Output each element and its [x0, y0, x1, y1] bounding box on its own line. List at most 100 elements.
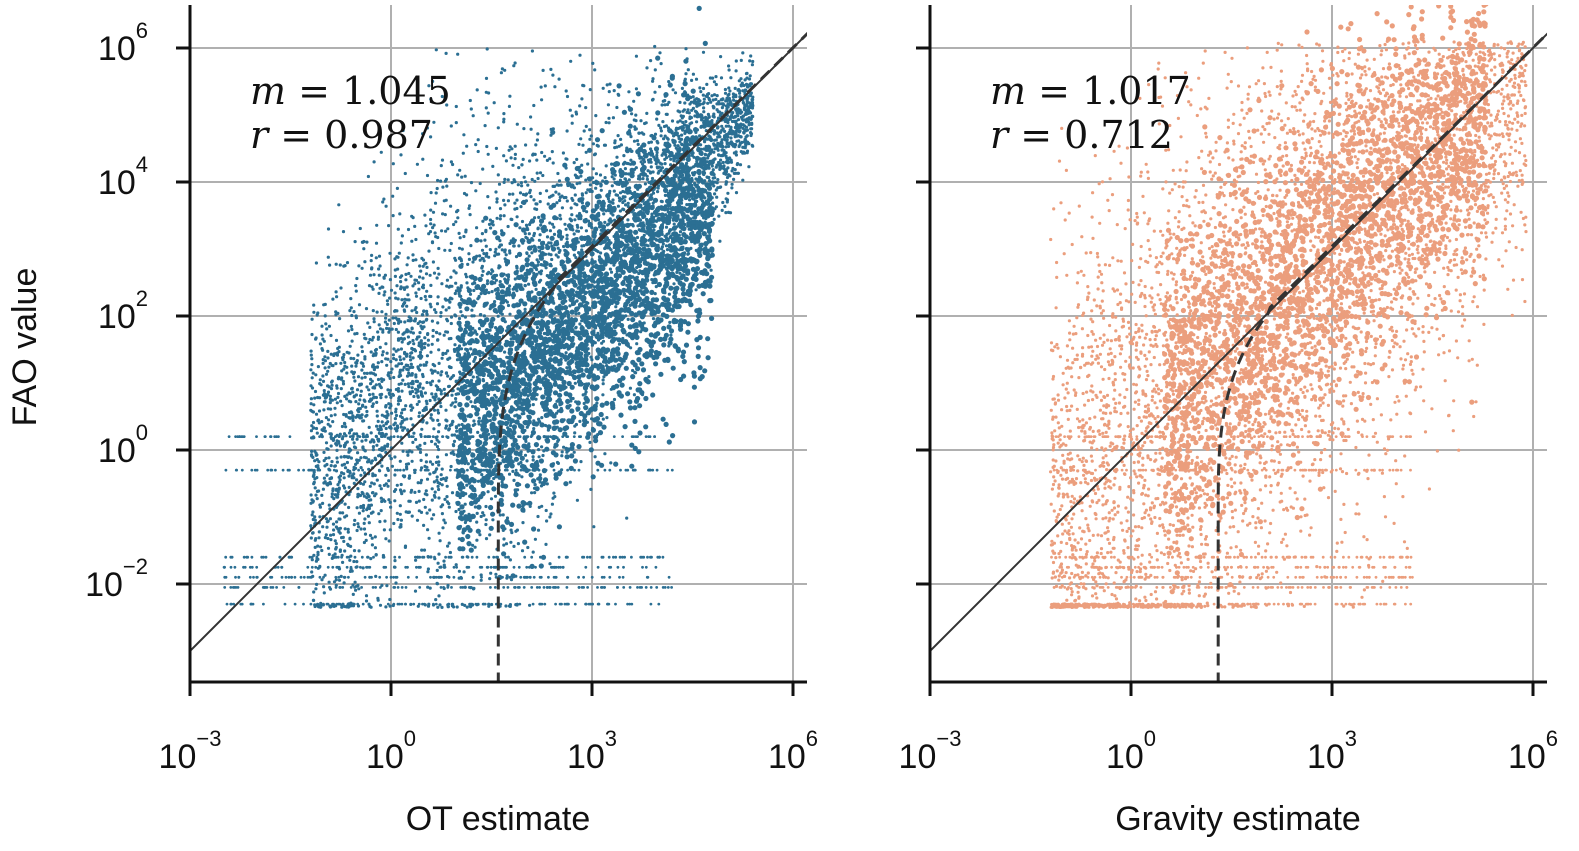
scatter-point — [747, 165, 751, 169]
scatter-point — [408, 390, 412, 394]
scatter-point — [568, 304, 572, 308]
scatter-point — [660, 200, 664, 204]
scatter-point — [312, 553, 316, 557]
scatter-point — [376, 419, 380, 423]
scatter-point — [431, 462, 435, 466]
scatter-point — [573, 424, 577, 428]
scatter-point — [538, 233, 542, 237]
scatter-point — [464, 275, 469, 279]
scatter-point — [349, 297, 353, 301]
scatter-point — [382, 424, 386, 428]
scatter-point — [694, 77, 699, 81]
scatter-point — [731, 166, 735, 171]
scatter-point — [428, 302, 432, 306]
scatter-point — [465, 144, 469, 148]
scatter-point — [325, 327, 329, 331]
scatter-point — [682, 108, 687, 112]
scatter-point — [637, 154, 641, 158]
scatter-point — [550, 502, 555, 506]
scatter-point — [436, 295, 440, 299]
scatter-point — [427, 84, 431, 88]
scatter-point — [439, 373, 443, 377]
scatter-point — [464, 272, 468, 276]
scatter-point — [749, 127, 753, 131]
scatter-point — [437, 496, 441, 500]
scatter-point — [409, 316, 413, 321]
scatter-point — [486, 279, 490, 283]
scatter-point — [365, 409, 369, 414]
scatter-point — [667, 100, 671, 104]
scatter-point — [450, 393, 454, 397]
scatter-point — [440, 158, 445, 162]
scatter-point — [729, 76, 733, 80]
scatter-point — [400, 441, 404, 445]
scatter-point — [655, 153, 659, 157]
scatter-point — [680, 86, 685, 90]
scatter-point — [444, 426, 448, 430]
scatter-point — [538, 387, 543, 391]
scatter-point — [407, 298, 411, 302]
scatter-point — [367, 284, 372, 288]
scatter-point — [454, 281, 458, 285]
scatter-point — [730, 182, 734, 186]
scatter-point — [417, 489, 421, 493]
scatter-point — [438, 603, 442, 607]
scatter-point — [350, 474, 354, 478]
scatter-point — [375, 478, 379, 482]
scatter-point — [530, 251, 534, 255]
scatter-point — [327, 456, 331, 460]
scatter-point — [418, 363, 423, 367]
scatter-point — [738, 141, 743, 145]
scatter-point — [398, 355, 402, 359]
scatter-point — [733, 114, 738, 118]
scatter-point — [453, 343, 457, 347]
scatter-point — [591, 61, 595, 65]
scatter-point — [437, 531, 441, 535]
scatter-point — [725, 107, 729, 111]
scatter-point — [676, 144, 680, 148]
scatter-point — [572, 161, 576, 165]
scatter-point — [372, 160, 376, 164]
scatter-point — [425, 380, 429, 385]
scatter-point — [354, 400, 358, 404]
scatter-point — [550, 257, 554, 262]
scatter-point — [651, 97, 655, 101]
scatter-point — [371, 392, 375, 396]
scatter-point — [424, 460, 428, 464]
scatter-point — [453, 313, 457, 317]
scatter-point — [607, 116, 611, 120]
scatter-point — [487, 206, 492, 210]
scatter-point — [578, 285, 582, 289]
scatter-point — [603, 452, 607, 456]
scatter-point — [536, 514, 540, 519]
scatter-point — [350, 364, 354, 368]
scatter-point — [333, 493, 337, 497]
scatter-point — [731, 111, 735, 115]
scatter-point — [325, 447, 329, 451]
scatter-point — [374, 347, 378, 352]
scatter-point — [669, 163, 673, 167]
scatter-point — [705, 117, 710, 121]
scatter-point — [473, 281, 477, 285]
scatter-point — [364, 307, 369, 311]
scatter-point — [672, 157, 676, 161]
scatter-point — [739, 150, 743, 154]
scatter-point — [532, 103, 536, 108]
scatter-point — [309, 524, 313, 528]
scatter-point — [342, 412, 346, 417]
scatter-point — [342, 581, 346, 585]
scatter-point — [334, 290, 338, 294]
scatter-point — [663, 162, 667, 166]
scatter-point — [374, 395, 378, 400]
scatter-point — [658, 85, 662, 89]
scatter-point — [320, 493, 324, 497]
scatter-point — [476, 149, 480, 154]
scatter-point — [522, 175, 526, 179]
scatter-point — [407, 385, 411, 389]
scatter-point — [545, 235, 550, 239]
scatter-point — [691, 72, 696, 76]
scatter-point — [512, 244, 516, 248]
scatter-point — [319, 545, 323, 549]
scatter-point — [379, 487, 383, 491]
scatter-point — [411, 284, 415, 288]
